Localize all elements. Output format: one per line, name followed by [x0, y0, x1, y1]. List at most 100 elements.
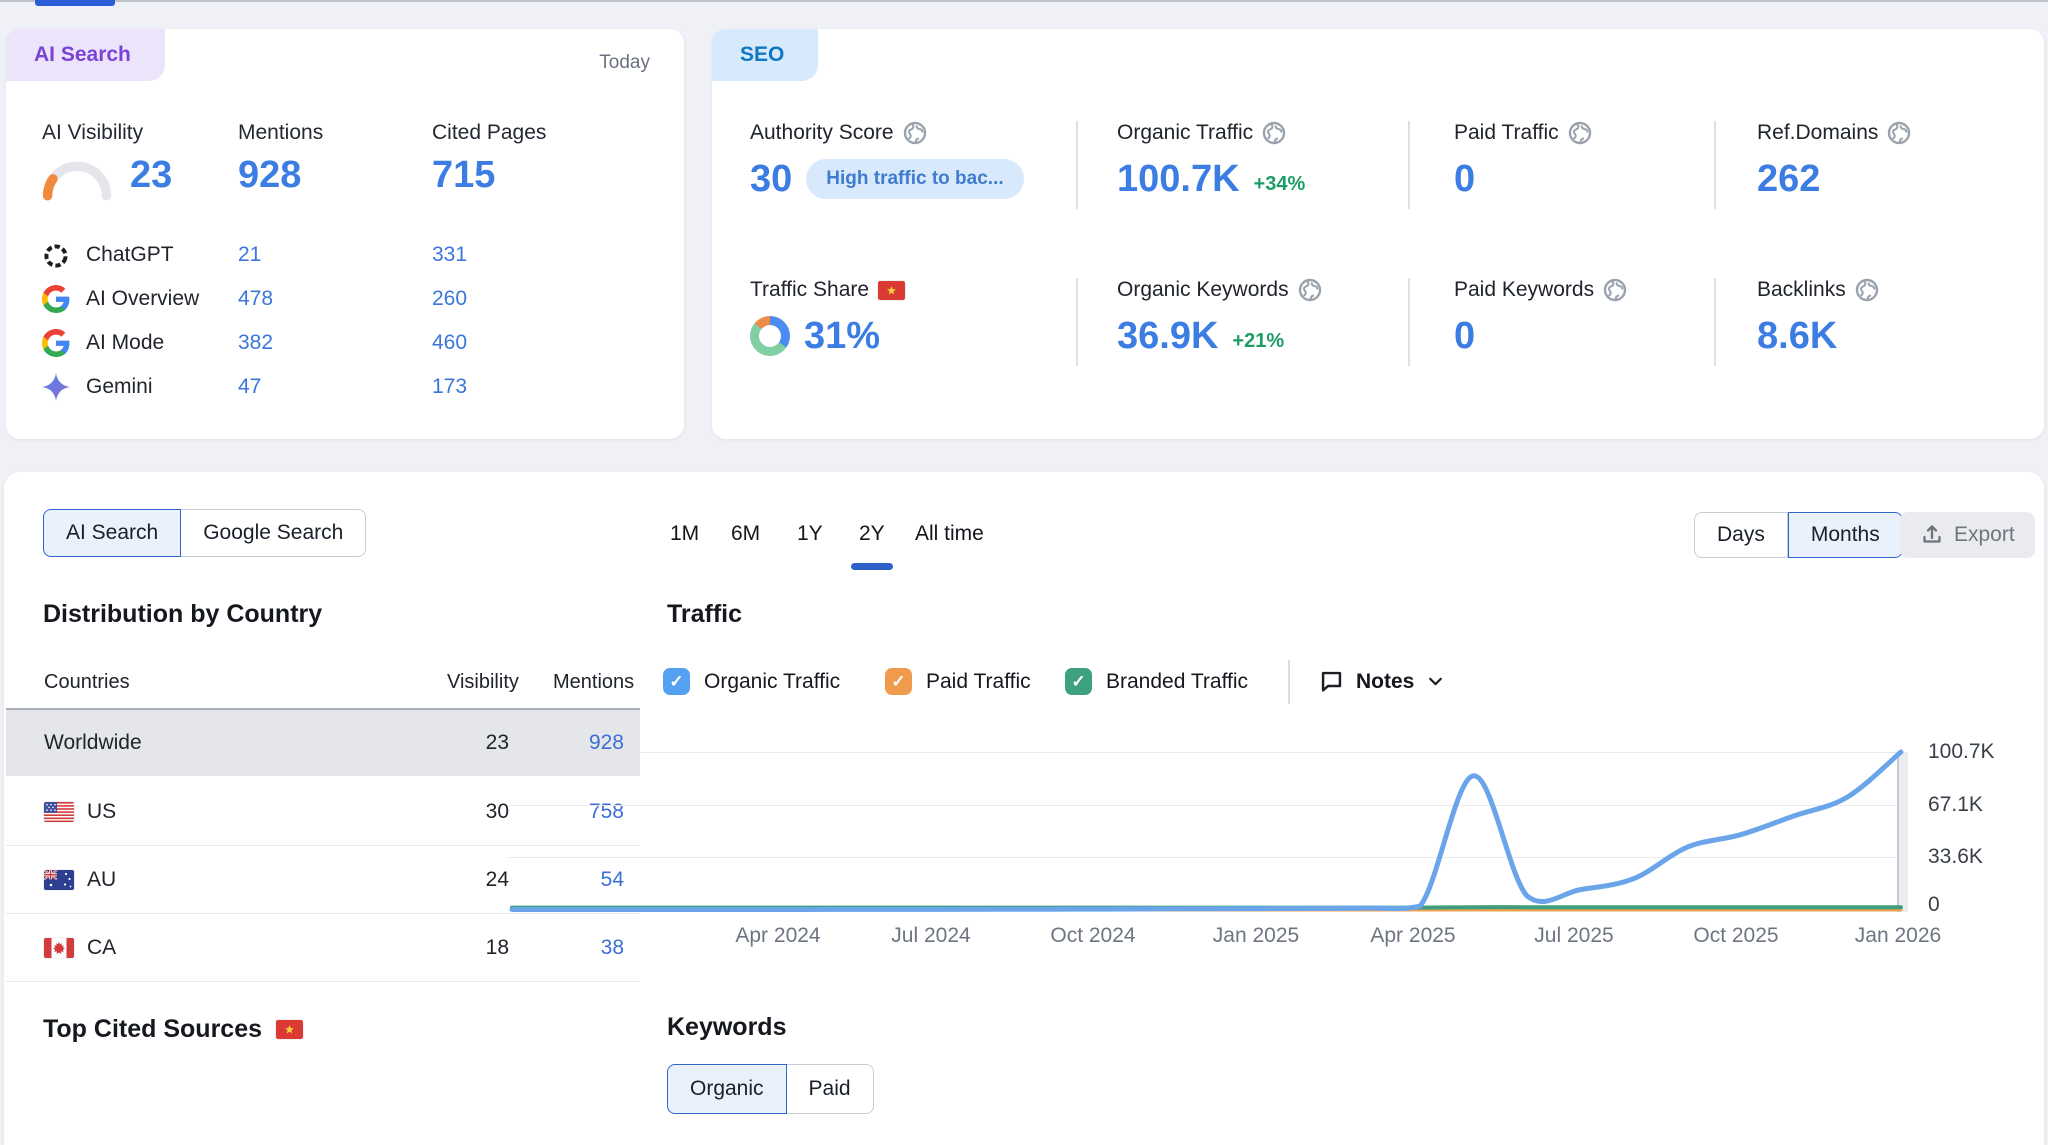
keywords-tab-organic[interactable]: Organic [667, 1064, 787, 1114]
ai-search-card: AI Search Today AI Visibility Mentions C… [6, 29, 684, 439]
range-tab-1m[interactable]: 1M [670, 522, 700, 545]
engine-mentions-link[interactable]: 478 [238, 287, 274, 310]
country-row-ca[interactable]: CA 18 38 [6, 914, 640, 982]
visibility-gauge-icon [42, 161, 112, 201]
col-header-countries[interactable]: Countries [44, 671, 130, 693]
mentions-label: Mentions [238, 121, 324, 144]
metric-value: 31% [804, 315, 881, 357]
globe-icon[interactable] [1262, 121, 1286, 145]
globe-icon[interactable] [1298, 278, 1322, 302]
export-button[interactable]: Export [1900, 512, 2035, 558]
vietnam-flag-icon [276, 1020, 304, 1039]
current-period-marker [1897, 752, 1908, 912]
legend-organic-traffic[interactable]: ✓ Organic Traffic [663, 668, 840, 695]
country-row-au[interactable]: AU 24 54 [6, 846, 640, 914]
x-axis-tick: Jan 2026 [1854, 924, 1942, 947]
paid-traffic-checkbox[interactable]: ✓ [885, 668, 912, 695]
metric-delta: +21% [1232, 329, 1285, 352]
metric-label: Authority Score [750, 121, 894, 144]
divider [1714, 121, 1716, 209]
x-axis-tick: Jul 2025 [1534, 924, 1614, 947]
x-axis-tick: Oct 2025 [1693, 924, 1779, 947]
range-tab-2y[interactable]: 2Y [859, 522, 885, 545]
ai-search-card-badge[interactable]: AI Search [6, 29, 165, 81]
organic-traffic-checkbox[interactable]: ✓ [663, 668, 690, 695]
metric-label: Paid Traffic [1454, 121, 1559, 144]
active-browser-tab-indicator[interactable] [35, 0, 115, 6]
granularity-toggle: Days Months [1694, 512, 1903, 558]
metric-ref-domains: Ref.Domains 262 [1757, 121, 1911, 201]
country-row-worldwide[interactable]: Worldwide 23 928 [6, 708, 640, 776]
gridline [508, 752, 1908, 753]
metric-delta: +34% [1253, 172, 1306, 195]
metric-label: Ref.Domains [1757, 121, 1879, 144]
export-label: Export [1954, 523, 2015, 546]
notes-dropdown[interactable]: Notes [1318, 668, 1446, 695]
us-flag-icon [44, 801, 74, 822]
legend-paid-traffic[interactable]: ✓ Paid Traffic [885, 668, 1031, 695]
country-mentions-link[interactable]: 928 [588, 731, 624, 754]
traffic-title: Traffic [667, 600, 743, 628]
col-header-visibility[interactable]: Visibility [447, 671, 519, 693]
x-axis-tick: Oct 2024 [1050, 924, 1136, 947]
legend-branded-traffic[interactable]: ✓ Branded Traffic [1065, 668, 1248, 695]
globe-icon[interactable] [1603, 278, 1627, 302]
distribution-title: Distribution by Country [43, 600, 323, 628]
engine-cited-link[interactable]: 173 [432, 375, 468, 398]
engine-mentions-link[interactable]: 382 [238, 331, 274, 354]
divider [1408, 278, 1410, 366]
country-name: Worldwide [44, 731, 142, 754]
metric-value: 0 [1454, 158, 1476, 200]
range-tab-1y[interactable]: 1Y [797, 522, 823, 545]
authority-note-badge[interactable]: High traffic to bac... [806, 159, 1024, 199]
source-toggle: AI Search Google Search [43, 509, 367, 557]
gridline [508, 857, 1908, 858]
x-axis-tick: Jul 2024 [891, 924, 971, 947]
country-mentions-link[interactable]: 54 [600, 867, 624, 891]
metric-label: Organic Traffic [1117, 121, 1254, 144]
metric-backlinks: Backlinks 8.6K [1757, 278, 1879, 358]
range-tab-6m[interactable]: 6M [731, 522, 761, 545]
engine-cited-link[interactable]: 260 [432, 287, 468, 310]
metric-value: 262 [1757, 158, 1821, 200]
metric-value: 36.9K [1117, 315, 1219, 357]
engine-mentions-link[interactable]: 47 [238, 375, 262, 398]
keywords-toggle: Organic Paid [667, 1064, 874, 1114]
seo-card-badge[interactable]: SEO [712, 29, 819, 81]
country-mentions-link[interactable]: 38 [600, 935, 624, 959]
divider [1076, 121, 1078, 209]
granularity-days[interactable]: Days [1694, 512, 1788, 558]
branded-traffic-checkbox[interactable]: ✓ [1065, 668, 1092, 695]
engine-name: ChatGPT [86, 243, 174, 266]
engine-mentions-link[interactable]: 21 [238, 243, 262, 266]
top-cited-sources-title: Top Cited Sources [43, 1015, 304, 1044]
metric-paid-traffic: Paid Traffic 0 [1454, 121, 1592, 201]
metric-organic-traffic: Organic Traffic 100.7K +34% [1117, 121, 1305, 201]
granularity-months[interactable]: Months [1787, 512, 1903, 558]
tab-ai-search[interactable]: AI Search [43, 509, 182, 557]
globe-icon[interactable] [1568, 121, 1592, 145]
country-name: AU [87, 867, 117, 891]
metric-value: 100.7K [1117, 158, 1240, 200]
keywords-tab-paid[interactable]: Paid [786, 1064, 874, 1114]
analytics-panel: AI Search Google Search 1M 6M 1Y 2Y All … [4, 472, 2044, 1145]
cited-pages-label: Cited Pages [432, 121, 547, 144]
chatgpt-icon [42, 241, 70, 271]
country-visibility: 24 [485, 867, 509, 891]
y-axis-tick: 67.1K [1928, 793, 1983, 816]
metric-authority-score: Authority Score 30 High traffic to bac..… [750, 121, 1024, 201]
metric-label: Organic Keywords [1117, 278, 1289, 301]
tab-google-search[interactable]: Google Search [181, 509, 367, 557]
globe-icon[interactable] [903, 121, 927, 145]
keywords-title: Keywords [667, 1013, 787, 1041]
range-tab-all-time[interactable]: All time [915, 522, 984, 545]
engine-cited-link[interactable]: 460 [432, 331, 468, 354]
country-visibility: 30 [485, 799, 509, 823]
upload-icon [1923, 525, 1941, 543]
col-header-mentions[interactable]: Mentions [553, 671, 635, 693]
globe-icon[interactable] [1887, 121, 1911, 145]
divider [1408, 121, 1410, 209]
engine-cited-link[interactable]: 331 [432, 243, 468, 266]
globe-icon[interactable] [1855, 278, 1879, 302]
x-axis-tick: Apr 2024 [735, 924, 821, 947]
